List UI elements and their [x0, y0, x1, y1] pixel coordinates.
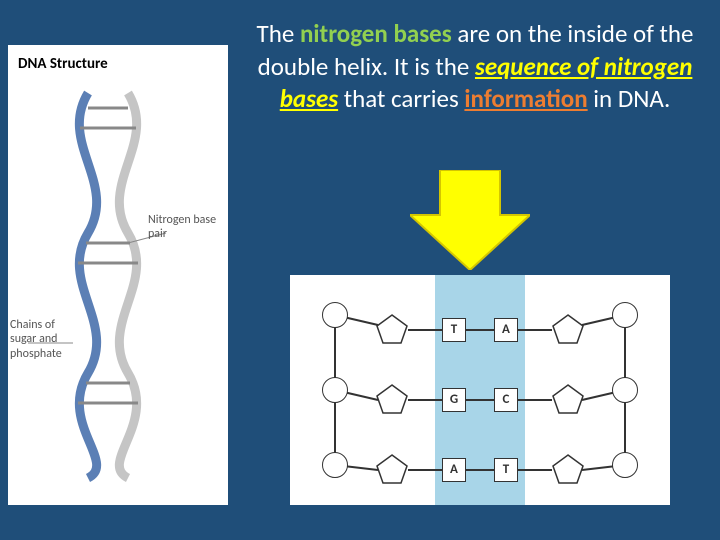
down-arrow-icon — [410, 170, 530, 270]
sugar-icon — [375, 313, 409, 345]
label-nitrogen-base-pair: Nitrogen base pair — [148, 213, 218, 242]
base-pair-diagram: T A G C A T — [290, 275, 670, 505]
sugar-icon — [551, 383, 585, 415]
dna-structure-title: DNA Structure — [18, 55, 218, 73]
highlight-nitrogen-bases: nitrogen bases — [300, 18, 452, 49]
phosphate-icon — [612, 302, 638, 328]
base-box: T — [494, 458, 518, 482]
text-frag: in DNA. — [588, 83, 671, 114]
sugar-icon — [375, 453, 409, 485]
base-box: T — [442, 318, 466, 342]
base-box: C — [494, 388, 518, 412]
phosphate-icon — [612, 377, 638, 403]
dna-structure-panel: DNA Structure Nitrogen base pair Chain — [8, 45, 228, 505]
highlight-information: information — [464, 83, 587, 114]
text-frag: that carries — [338, 83, 464, 114]
base-box: G — [442, 388, 466, 412]
sugar-icon — [551, 313, 585, 345]
sugar-icon — [551, 453, 585, 485]
base-box: A — [442, 458, 466, 482]
phosphate-icon — [322, 377, 348, 403]
text-frag: The — [257, 18, 300, 49]
main-explanation-text: The nitrogen bases are on the inside of … — [245, 18, 705, 116]
base-box: A — [494, 318, 518, 342]
helix-diagram: Nitrogen base pair Chains of sugar and p… — [18, 83, 218, 483]
label-sugar-phosphate: Chains of sugar and phosphate — [10, 318, 75, 361]
phosphate-icon — [322, 302, 348, 328]
phosphate-icon — [322, 452, 348, 478]
sugar-icon — [375, 383, 409, 415]
phosphate-icon — [612, 452, 638, 478]
